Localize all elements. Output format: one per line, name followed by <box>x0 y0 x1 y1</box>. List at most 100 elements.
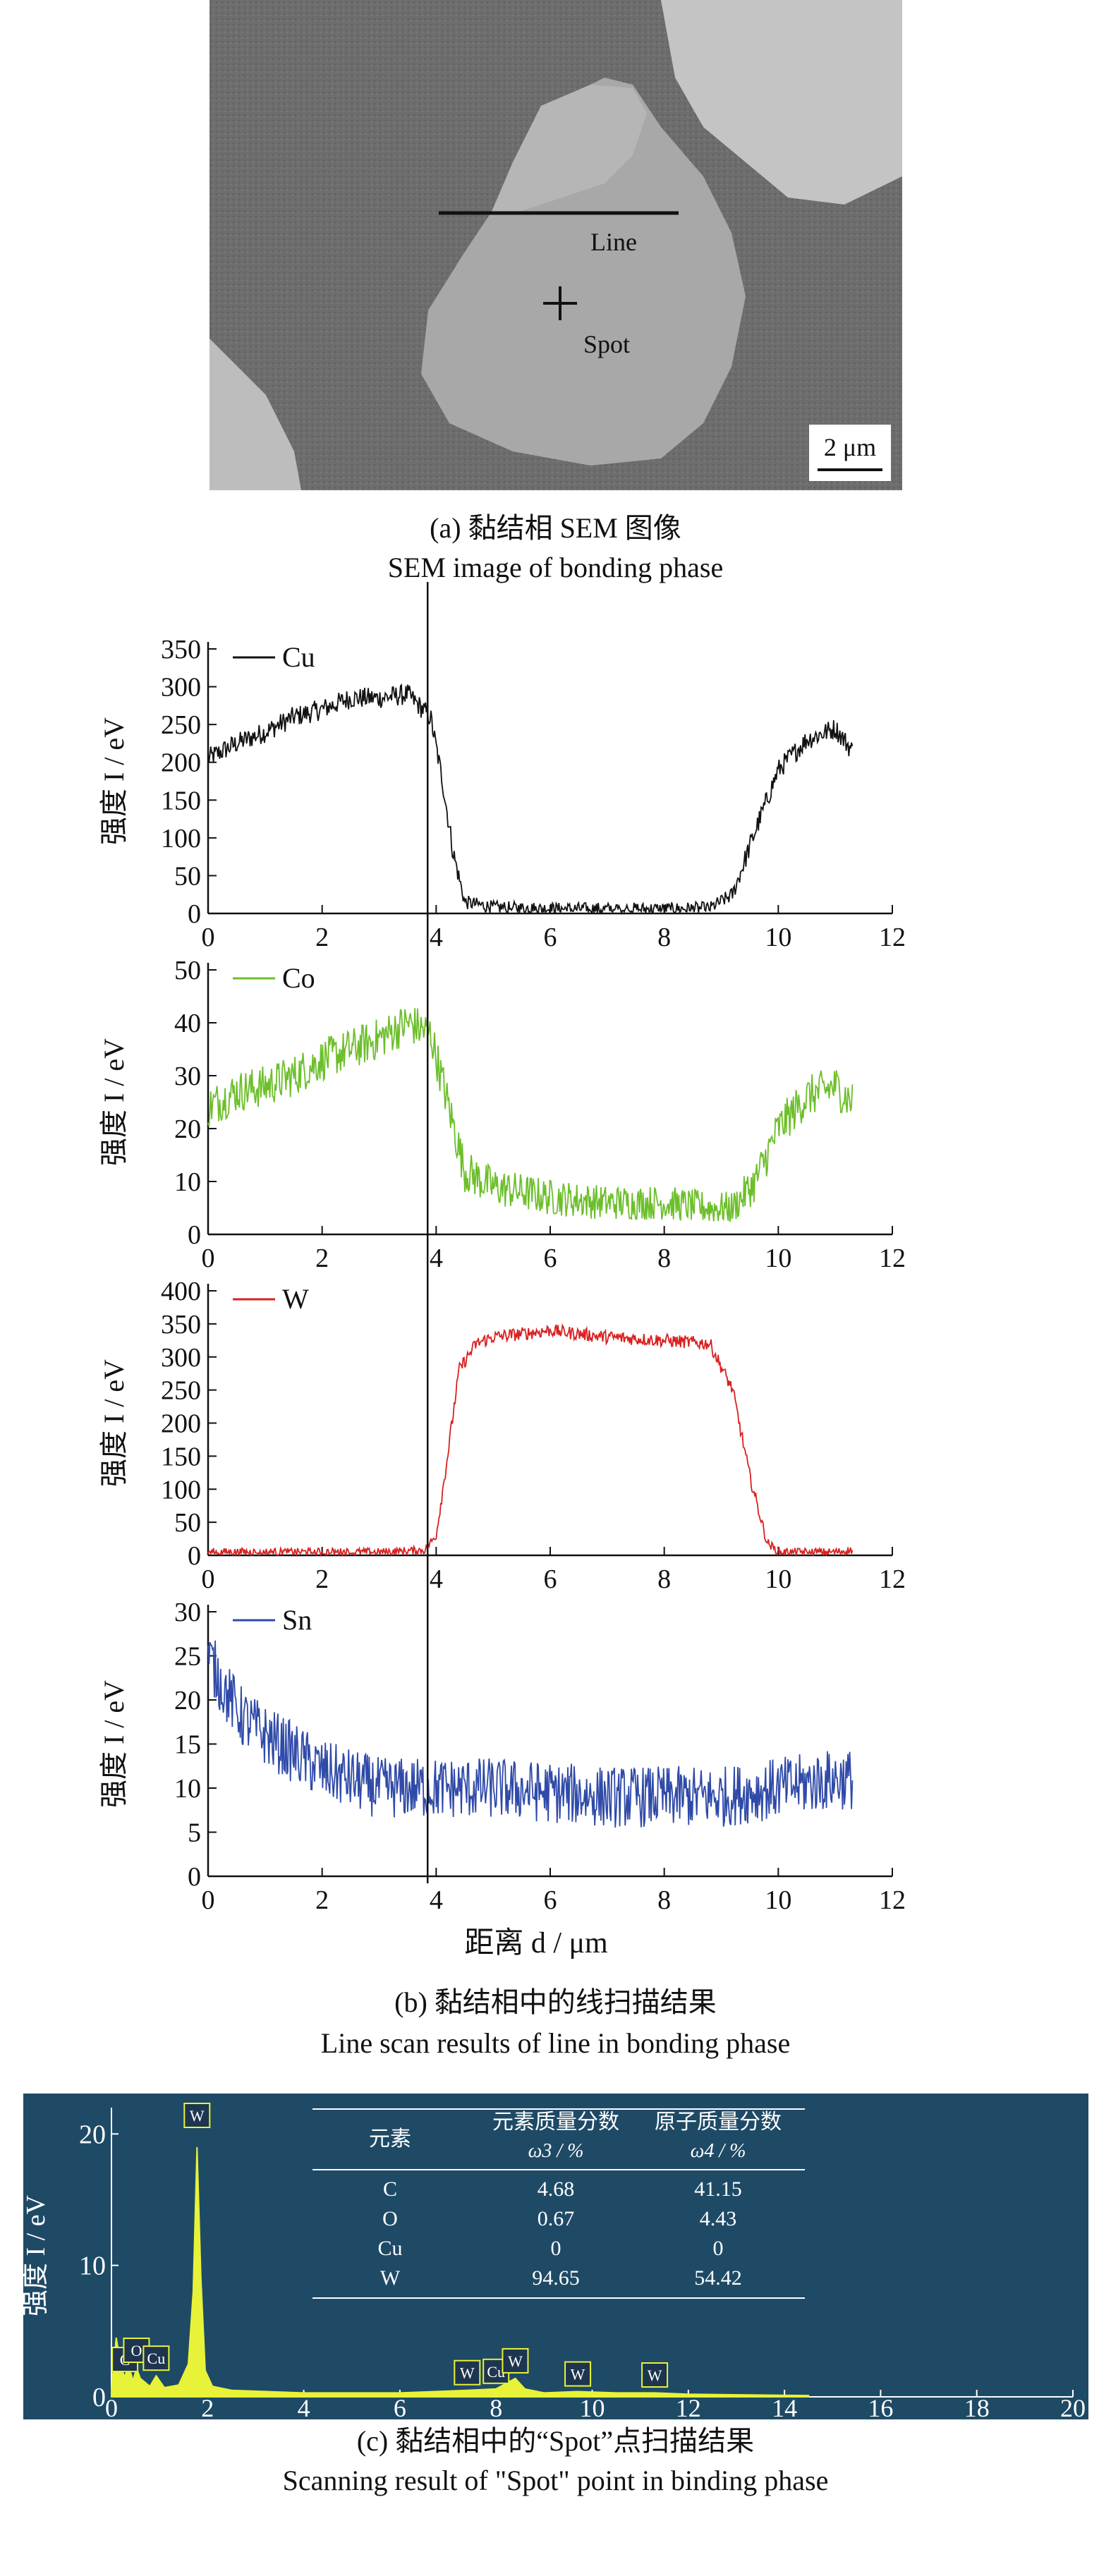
y-tick-label: 10 <box>174 1774 201 1804</box>
scale-bar-box <box>809 425 891 481</box>
eds-y-tick-label: 0 <box>92 2383 106 2412</box>
x-tick-label: 4 <box>430 923 443 952</box>
y-tick-label: 150 <box>161 786 201 815</box>
y-tick-label: 10 <box>174 1167 201 1197</box>
y-tick-label: 15 <box>174 1730 201 1760</box>
x-tick-label: 8 <box>657 1244 671 1273</box>
x-tick-label: 4 <box>430 1244 443 1273</box>
y-tick-label: 0 <box>188 899 201 929</box>
table-cell-mass: 4.68 <box>538 2177 575 2201</box>
y-tick-label: 25 <box>174 1642 201 1672</box>
x-tick-label: 12 <box>879 923 906 952</box>
eds-x-axis-label: E / ke <box>597 2417 662 2419</box>
y-tick-label: 50 <box>174 1508 201 1538</box>
table-cell-element: Cu <box>377 2237 402 2260</box>
x-tick-label: 0 <box>202 1885 215 1915</box>
x-tick-label: 12 <box>879 1565 906 1594</box>
eds-y-axis-label: 强度 I / eV <box>23 2194 51 2316</box>
eds-x-tick-label: 8 <box>490 2394 502 2419</box>
table-header-atomic-sym: ω4 / % <box>691 2140 746 2162</box>
y-tick-label: 100 <box>161 1475 201 1505</box>
y-tick-label: 5 <box>188 1818 201 1848</box>
x-tick-label: 0 <box>202 1244 215 1273</box>
eds-x-tick-label: 18 <box>964 2394 990 2419</box>
caption-c-cn: (c) 黏结相中的“Spot”点扫描结果 <box>356 2425 755 2457</box>
line-scan-chart-Cu: 0 50 100 150 200 250 300 350 0 2 4 6 8 10 12 强度 I / eV C… <box>98 635 906 952</box>
y-tick-label: 50 <box>174 956 201 985</box>
table-cell-atomic: 0 <box>713 2237 724 2260</box>
table-header-element: 元素 <box>369 2127 411 2151</box>
eds-x-tick-label: 14 <box>772 2394 797 2419</box>
eds-peak-label-box <box>142 2345 170 2371</box>
x-tick-label: 6 <box>544 1244 557 1273</box>
x-tick-label: 12 <box>879 1244 906 1273</box>
y-tick-label: 250 <box>161 1376 201 1406</box>
y-axis-label: 强度 I / eV <box>98 1038 130 1166</box>
x-tick-label: 10 <box>765 1565 791 1594</box>
x-tick-label: 4 <box>430 1885 443 1915</box>
eds-peak-label-box <box>454 2359 481 2386</box>
eds-y-tick-label: 20 <box>79 2120 106 2149</box>
eds-peak-label: W <box>454 2359 481 2386</box>
eds-peak-label-text: Cu <box>147 2350 166 2367</box>
table-cell-element: W <box>380 2266 401 2290</box>
sem-grain-top-right <box>661 0 902 205</box>
y-tick-label: 0 <box>188 1541 201 1571</box>
table-cell-atomic: 54.42 <box>694 2266 742 2290</box>
y-axis-label: 强度 I / eV <box>98 1359 130 1487</box>
line-scan-chart-Co: 0 10 20 30 40 50 0 2 4 6 8 10 12 强度 I / eV Co <box>98 956 906 1273</box>
y-tick-label: 300 <box>161 1343 201 1373</box>
table-header-atomic: 原子质量分数 <box>655 2110 782 2134</box>
x-tick-label: 10 <box>765 1885 791 1915</box>
caption-a-en: SEM image of bonding phase <box>387 552 724 583</box>
series-line-Sn <box>207 1640 854 1828</box>
eds-spectrum-trace <box>111 2146 810 2398</box>
eds-peak-label-box <box>502 2347 529 2374</box>
eds-peak-label-box <box>641 2362 669 2388</box>
eds-peak-label: W <box>502 2347 529 2374</box>
legend-label: Co <box>282 962 315 994</box>
y-tick-label: 20 <box>174 1114 201 1144</box>
caption-b-cn: (b) 黏结相中的线扫描结果 <box>394 1986 717 2018</box>
x-tick-label: 8 <box>657 1885 671 1915</box>
x-tick-label: 10 <box>765 1244 791 1273</box>
x-tick-label: 8 <box>657 923 671 952</box>
x-tick-label: 12 <box>879 1885 906 1915</box>
y-tick-label: 350 <box>161 635 201 664</box>
x-tick-label: 2 <box>315 1885 329 1915</box>
scale-bar-label: 2 μm <box>824 433 876 461</box>
y-tick-label: 40 <box>174 1009 201 1038</box>
spot-label: Spot <box>583 330 630 358</box>
table-cell-mass: 0 <box>551 2237 561 2260</box>
eds-y-tick-label: 10 <box>79 2252 106 2281</box>
table-cell-element: C <box>383 2177 397 2201</box>
series-line-Co <box>207 1008 854 1222</box>
caption-a-cn: (a) 黏结相 SEM 图像 <box>430 512 681 544</box>
y-tick-label: 350 <box>161 1310 201 1339</box>
x-tick-label: 6 <box>544 1885 557 1915</box>
eds-x-tick-label: 10 <box>580 2394 605 2419</box>
sem-grain-center <box>421 78 746 466</box>
eds-peak-label: W <box>564 2361 592 2387</box>
y-tick-label: 250 <box>161 710 201 740</box>
x-tick-label: 2 <box>315 1565 329 1594</box>
table-cell-mass: 94.65 <box>532 2266 580 2290</box>
eds-peak-label: W <box>183 2103 211 2128</box>
eds-peak-label: Cu <box>142 2345 170 2371</box>
table-header-mass: 元素质量分数 <box>492 2110 619 2134</box>
y-tick-label: 30 <box>174 1598 201 1627</box>
eds-peak-label-text: W <box>508 2352 523 2370</box>
x-tick-label: 0 <box>202 1565 215 1594</box>
x-tick-label: 10 <box>765 923 791 952</box>
x-axis-label: 距离 d / μm <box>464 1926 608 1960</box>
table-cell-element: O <box>382 2207 398 2230</box>
caption-c-en: Scanning result of "Spot" point in bindi… <box>282 2465 829 2496</box>
eds-peak-label-text: W <box>190 2107 205 2125</box>
y-tick-label: 400 <box>161 1277 201 1306</box>
table-header-mass-sym: ω3 / % <box>528 2140 584 2162</box>
eds-peak-label-text: W <box>648 2367 662 2384</box>
eds-peak-label-text: O <box>130 2342 142 2359</box>
y-tick-label: 300 <box>161 673 201 703</box>
